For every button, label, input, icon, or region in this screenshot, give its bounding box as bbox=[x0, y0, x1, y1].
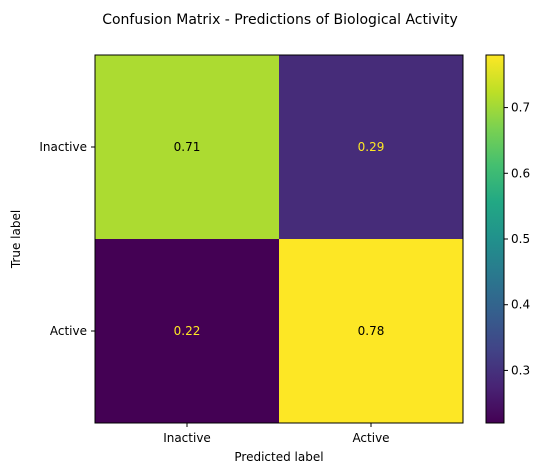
y-tick-label: Active bbox=[50, 324, 87, 338]
colorbar-tick-label: 0.4 bbox=[511, 298, 530, 312]
colorbar-ticks: 0.3 0.4 0.5 0.6 0.7 bbox=[504, 101, 530, 377]
colorbar-tick-label: 0.3 bbox=[511, 363, 530, 377]
x-tick-label: Inactive bbox=[163, 431, 211, 445]
colorbar-tick-label: 0.7 bbox=[511, 101, 530, 115]
colorbar bbox=[485, 54, 505, 424]
heatmap-cell bbox=[95, 55, 280, 240]
heatmap-cell bbox=[279, 55, 464, 240]
chart-title: Confusion Matrix - Predictions of Biolog… bbox=[102, 12, 458, 28]
cell-value-label: 0.78 bbox=[358, 324, 385, 338]
heatmap-cell bbox=[279, 239, 464, 424]
cell-value-label: 0.22 bbox=[174, 324, 201, 338]
cell-value-label: 0.29 bbox=[358, 140, 385, 154]
cell-value-label: 0.71 bbox=[174, 140, 201, 154]
x-axis: Inactive Active bbox=[163, 423, 390, 445]
x-axis-label: Predicted label bbox=[234, 450, 323, 464]
heatmap-cell bbox=[95, 239, 280, 424]
colorbar-tick-label: 0.5 bbox=[511, 232, 530, 246]
plot-frame bbox=[94, 54, 464, 424]
x-tick-label: Active bbox=[352, 431, 389, 445]
y-axis-label: True label bbox=[9, 210, 23, 269]
y-axis: Inactive Active bbox=[39, 140, 95, 338]
heatmap-cells: 0.71 0.29 0.22 0.78 bbox=[95, 55, 464, 424]
colorbar-tick-label: 0.6 bbox=[511, 166, 530, 180]
y-tick-label: Inactive bbox=[39, 140, 87, 154]
